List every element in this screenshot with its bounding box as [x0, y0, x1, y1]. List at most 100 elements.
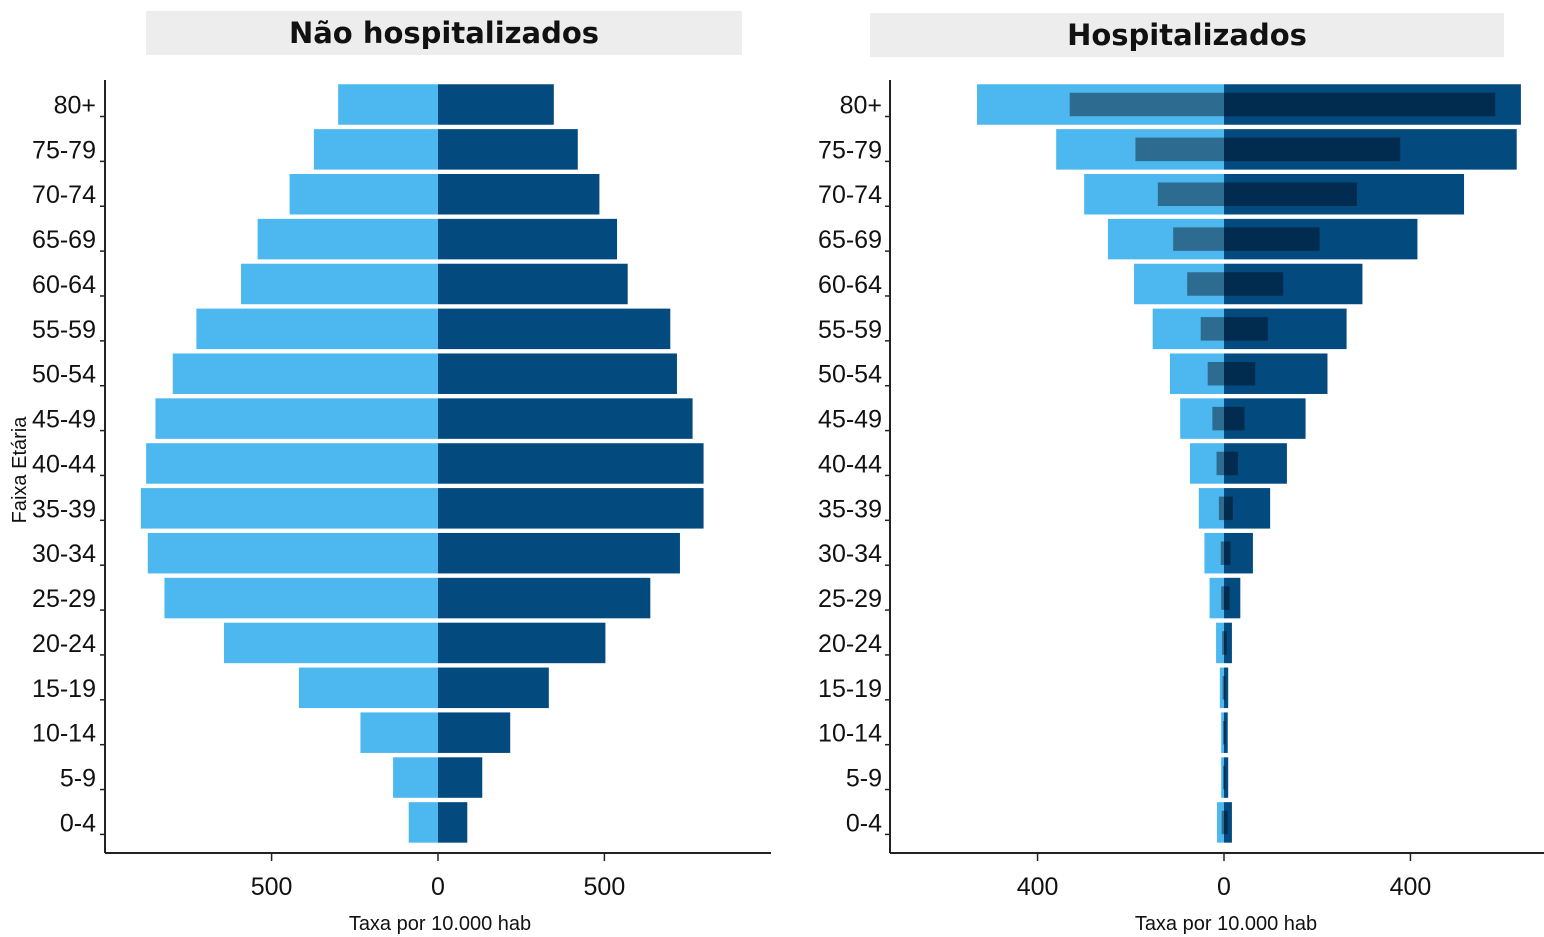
- bar-left-55-59: [196, 308, 438, 350]
- bar-right-inner-20-24: [1224, 631, 1227, 655]
- y-tick-label-60-64: 60-64: [818, 271, 882, 299]
- bar-right-inner-70-74: [1224, 182, 1357, 206]
- bar-left-40-44: [146, 443, 438, 484]
- x-axis-title: Taxa por 10.000 hab: [349, 913, 531, 935]
- bar-left-80+: [338, 84, 438, 125]
- bar-right-0-4: [438, 802, 468, 843]
- bar-left-inner-15-19: [1222, 676, 1224, 700]
- y-tick-label-20-24: 20-24: [32, 630, 96, 658]
- chart-panel-0: 0-4 5-9 10-14 15-19 20-24 25-29 30-34 35-39 40-4…: [9, 80, 771, 935]
- y-tick-label-25-29: 25-29: [818, 585, 882, 613]
- bar-left-inner-70-74: [1157, 182, 1224, 206]
- x-tick-label-400: 400: [1390, 873, 1432, 901]
- bar-right-70-74: [438, 173, 600, 215]
- bar-left-inner-80+: [1069, 92, 1224, 117]
- bar-right-inner-60-64: [1224, 272, 1284, 296]
- y-tick-label-55-59: 55-59: [818, 316, 882, 344]
- bar-left-inner-35-39: [1218, 496, 1224, 521]
- y-tick-label-70-74: 70-74: [32, 181, 96, 209]
- bar-right-inner-15-19: [1224, 676, 1226, 700]
- bar-right-inner-0-4: [1224, 810, 1228, 835]
- chart-panel-1: 0-4 5-9 10-14 15-19 20-24 25-29 30-34 35-39 40-4…: [818, 80, 1544, 935]
- x-tick-label--400: 400: [1017, 873, 1059, 901]
- bar-right-40-44: [438, 443, 704, 484]
- bar-left-inner-30-34: [1220, 541, 1224, 565]
- y-tick-label-55-59: 55-59: [32, 316, 96, 344]
- bar-right-35-39: [438, 488, 704, 529]
- bar-left-inner-10-14: [1223, 720, 1224, 745]
- bar-left-10-14: [1221, 712, 1224, 753]
- bar-left-30-34: [1204, 532, 1224, 574]
- bar-right-80+: [438, 84, 554, 125]
- bar-left-30-34: [147, 532, 438, 574]
- bar-left-60-64: [240, 263, 438, 305]
- bar-right-10-14: [438, 712, 511, 753]
- y-tick-label-65-69: 65-69: [32, 226, 96, 254]
- y-tick-label-30-34: 30-34: [818, 540, 882, 568]
- bar-left-inner-50-54: [1207, 361, 1224, 386]
- bar-left-inner-60-64: [1187, 272, 1224, 296]
- y-tick-label-20-24: 20-24: [818, 630, 882, 658]
- panel-title-nao-hospitalizados: Não hospitalizados: [146, 11, 742, 55]
- bar-right-inner-50-54: [1224, 361, 1256, 386]
- bar-right-inner-10-14: [1224, 720, 1226, 745]
- bar-left-inner-65-69: [1173, 227, 1224, 251]
- bar-right-0-4: [1224, 802, 1232, 843]
- y-tick-label-50-54: 50-54: [32, 361, 96, 389]
- bar-left-25-29: [1209, 577, 1224, 619]
- bar-left-35-39: [140, 488, 438, 529]
- bar-left-50-54: [172, 353, 438, 394]
- bar-left-5-9: [393, 757, 438, 798]
- bar-left-20-24: [1216, 622, 1224, 664]
- bar-right-inner-75-79: [1224, 137, 1401, 162]
- y-axis-title: Faixa Etária: [9, 416, 31, 524]
- bar-right-inner-45-49: [1224, 406, 1245, 431]
- x-tick-label-0: 0: [1217, 873, 1231, 901]
- bar-right-45-49: [438, 398, 693, 439]
- y-tick-label-10-14: 10-14: [32, 720, 96, 748]
- bar-left-inner-5-9: [1223, 765, 1224, 790]
- y-tick-label-60-64: 60-64: [32, 271, 96, 299]
- bar-right-inner-5-9: [1224, 765, 1226, 790]
- bar-left-inner-45-49: [1212, 406, 1224, 431]
- bar-right-75-79: [438, 129, 578, 170]
- bar-left-inner-55-59: [1200, 317, 1224, 341]
- y-tick-label-30-34: 30-34: [32, 540, 96, 568]
- y-tick-label-50-54: 50-54: [818, 361, 882, 389]
- y-tick-label-15-19: 15-19: [818, 675, 882, 703]
- panel-title-hospitalizados: Hospitalizados: [870, 13, 1504, 57]
- x-tick-label--500: 500: [251, 873, 293, 901]
- x-axis-title: Taxa por 10.000 hab: [1135, 913, 1317, 935]
- bar-left-inner-20-24: [1222, 631, 1224, 655]
- bar-left-10-14: [360, 712, 438, 753]
- bar-right-30-34: [438, 532, 680, 574]
- bar-left-5-9: [1221, 757, 1224, 798]
- bar-left-45-49: [155, 398, 438, 439]
- bar-right-15-19: [438, 667, 549, 709]
- bar-right-inner-55-59: [1224, 317, 1268, 341]
- x-tick-label-0: 0: [431, 873, 445, 901]
- bar-left-70-74: [289, 173, 438, 215]
- bar-right-65-69: [438, 218, 618, 260]
- bar-right-20-24: [1224, 622, 1232, 664]
- bar-right-55-59: [438, 308, 671, 350]
- bar-left-20-24: [224, 622, 438, 664]
- bar-left-0-4: [1217, 802, 1224, 843]
- y-tick-label-75-79: 75-79: [818, 136, 882, 164]
- y-tick-label-40-44: 40-44: [32, 450, 96, 478]
- y-tick-label-0-4: 0-4: [60, 809, 96, 837]
- bar-right-50-54: [438, 353, 677, 394]
- y-tick-label-75-79: 75-79: [32, 136, 96, 164]
- y-tick-label-35-39: 35-39: [818, 495, 882, 523]
- bar-left-0-4: [408, 802, 438, 843]
- bar-right-20-24: [438, 622, 606, 664]
- bar-left-inner-75-79: [1135, 137, 1224, 162]
- bar-right-inner-25-29: [1224, 586, 1230, 610]
- bar-right-inner-30-34: [1224, 541, 1231, 565]
- bar-right-25-29: [438, 577, 651, 619]
- y-tick-label-80+: 80+: [840, 92, 882, 120]
- bar-left-inner-40-44: [1216, 451, 1224, 476]
- y-tick-label-80+: 80+: [54, 92, 96, 120]
- bar-left-15-19: [298, 667, 438, 709]
